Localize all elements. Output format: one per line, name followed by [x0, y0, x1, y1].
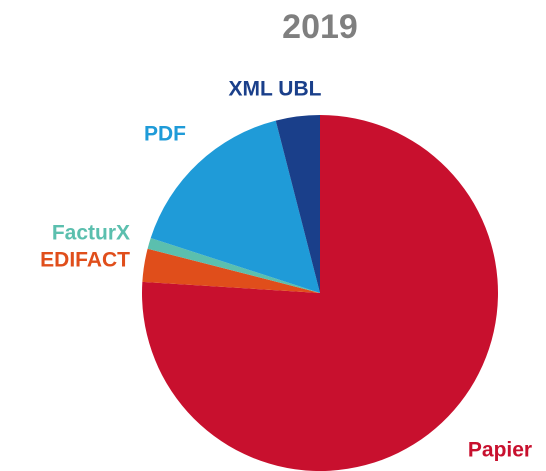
slice-label: EDIFACT — [40, 249, 130, 272]
pie-slice — [147, 237, 320, 293]
chart-title: 2019 — [282, 8, 358, 46]
pie-slice — [275, 115, 320, 293]
slice-label: FacturX — [52, 222, 130, 245]
pie-slice — [142, 248, 320, 293]
slice-label: Papier — [468, 439, 532, 462]
pie-slice — [150, 120, 320, 293]
slice-label: PDF — [144, 123, 186, 146]
slice-label: XML UBL — [229, 78, 322, 101]
